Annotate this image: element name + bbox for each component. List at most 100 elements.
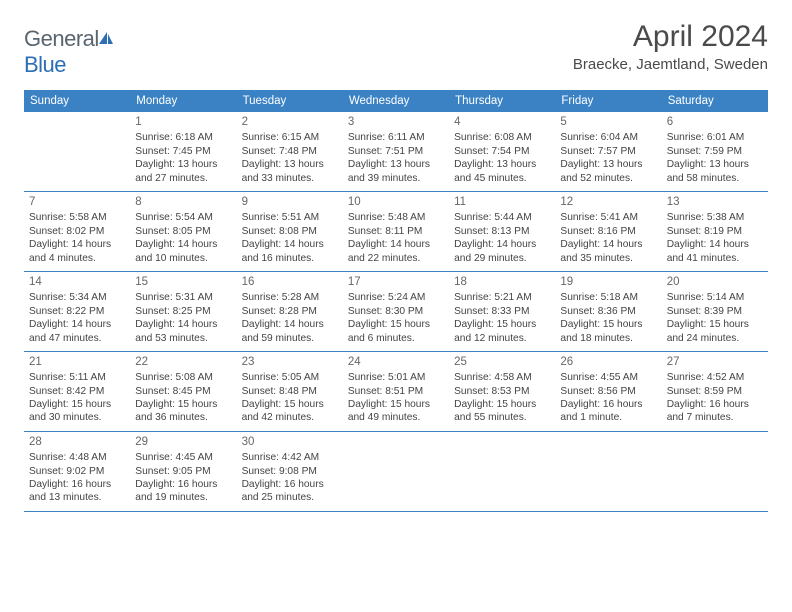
logo-text-blue: Blue bbox=[24, 52, 66, 77]
week-row: 1Sunrise: 6:18 AMSunset: 7:45 PMDaylight… bbox=[24, 112, 768, 192]
day-number: 12 bbox=[560, 195, 656, 210]
weekday-header: Saturday bbox=[662, 90, 768, 112]
daylight-text: Daylight: 15 hours and 24 minutes. bbox=[667, 318, 763, 345]
sunset-text: Sunset: 8:22 PM bbox=[29, 305, 125, 318]
day-cell: 26Sunrise: 4:55 AMSunset: 8:56 PMDayligh… bbox=[555, 352, 661, 431]
sunrise-text: Sunrise: 6:15 AM bbox=[242, 131, 338, 144]
title-block: April 2024 Braecke, Jaemtland, Sweden bbox=[573, 20, 768, 73]
day-cell: 14Sunrise: 5:34 AMSunset: 8:22 PMDayligh… bbox=[24, 272, 130, 351]
sunset-text: Sunset: 9:08 PM bbox=[242, 465, 338, 478]
day-number: 30 bbox=[242, 435, 338, 450]
sunrise-text: Sunrise: 5:24 AM bbox=[348, 291, 444, 304]
sunset-text: Sunset: 8:42 PM bbox=[29, 385, 125, 398]
sunset-text: Sunset: 8:33 PM bbox=[454, 305, 550, 318]
day-number: 8 bbox=[135, 195, 231, 210]
sunrise-text: Sunrise: 5:54 AM bbox=[135, 211, 231, 224]
day-number: 28 bbox=[29, 435, 125, 450]
day-cell: 19Sunrise: 5:18 AMSunset: 8:36 PMDayligh… bbox=[555, 272, 661, 351]
sunrise-text: Sunrise: 5:28 AM bbox=[242, 291, 338, 304]
day-cell: 20Sunrise: 5:14 AMSunset: 8:39 PMDayligh… bbox=[662, 272, 768, 351]
day-cell: 13Sunrise: 5:38 AMSunset: 8:19 PMDayligh… bbox=[662, 192, 768, 271]
sunset-text: Sunset: 8:25 PM bbox=[135, 305, 231, 318]
weekday-header: Thursday bbox=[449, 90, 555, 112]
sunset-text: Sunset: 8:05 PM bbox=[135, 225, 231, 238]
day-number: 11 bbox=[454, 195, 550, 210]
sunrise-text: Sunrise: 5:31 AM bbox=[135, 291, 231, 304]
daylight-text: Daylight: 13 hours and 58 minutes. bbox=[667, 158, 763, 185]
sunset-text: Sunset: 8:45 PM bbox=[135, 385, 231, 398]
page: GeneralBlue April 2024 Braecke, Jaemtlan… bbox=[0, 0, 792, 532]
day-number: 3 bbox=[348, 115, 444, 130]
daylight-text: Daylight: 16 hours and 13 minutes. bbox=[29, 478, 125, 505]
sunrise-text: Sunrise: 5:11 AM bbox=[29, 371, 125, 384]
day-cell: 30Sunrise: 4:42 AMSunset: 9:08 PMDayligh… bbox=[237, 432, 343, 511]
day-cell: 4Sunrise: 6:08 AMSunset: 7:54 PMDaylight… bbox=[449, 112, 555, 191]
weekday-header: Tuesday bbox=[237, 90, 343, 112]
sunset-text: Sunset: 7:57 PM bbox=[560, 145, 656, 158]
day-cell: 12Sunrise: 5:41 AMSunset: 8:16 PMDayligh… bbox=[555, 192, 661, 271]
weekday-header: Monday bbox=[130, 90, 236, 112]
sunset-text: Sunset: 8:48 PM bbox=[242, 385, 338, 398]
sail-icon bbox=[97, 26, 115, 52]
sunrise-text: Sunrise: 5:34 AM bbox=[29, 291, 125, 304]
day-number: 19 bbox=[560, 275, 656, 290]
day-cell: 5Sunrise: 6:04 AMSunset: 7:57 PMDaylight… bbox=[555, 112, 661, 191]
sunrise-text: Sunrise: 5:51 AM bbox=[242, 211, 338, 224]
day-cell: 29Sunrise: 4:45 AMSunset: 9:05 PMDayligh… bbox=[130, 432, 236, 511]
sunrise-text: Sunrise: 5:44 AM bbox=[454, 211, 550, 224]
sunrise-text: Sunrise: 6:01 AM bbox=[667, 131, 763, 144]
day-cell: 6Sunrise: 6:01 AMSunset: 7:59 PMDaylight… bbox=[662, 112, 768, 191]
sunset-text: Sunset: 8:11 PM bbox=[348, 225, 444, 238]
daylight-text: Daylight: 14 hours and 16 minutes. bbox=[242, 238, 338, 265]
daylight-text: Daylight: 14 hours and 53 minutes. bbox=[135, 318, 231, 345]
sunset-text: Sunset: 9:02 PM bbox=[29, 465, 125, 478]
sunrise-text: Sunrise: 5:18 AM bbox=[560, 291, 656, 304]
daylight-text: Daylight: 14 hours and 22 minutes. bbox=[348, 238, 444, 265]
sunrise-text: Sunrise: 5:41 AM bbox=[560, 211, 656, 224]
day-number: 4 bbox=[454, 115, 550, 130]
sunset-text: Sunset: 7:51 PM bbox=[348, 145, 444, 158]
sunset-text: Sunset: 8:16 PM bbox=[560, 225, 656, 238]
day-cell: 21Sunrise: 5:11 AMSunset: 8:42 PMDayligh… bbox=[24, 352, 130, 431]
daylight-text: Daylight: 15 hours and 18 minutes. bbox=[560, 318, 656, 345]
day-cell: 24Sunrise: 5:01 AMSunset: 8:51 PMDayligh… bbox=[343, 352, 449, 431]
weekday-header: Sunday bbox=[24, 90, 130, 112]
sunrise-text: Sunrise: 5:38 AM bbox=[667, 211, 763, 224]
day-number: 14 bbox=[29, 275, 125, 290]
daylight-text: Daylight: 13 hours and 52 minutes. bbox=[560, 158, 656, 185]
sunrise-text: Sunrise: 5:08 AM bbox=[135, 371, 231, 384]
day-number: 22 bbox=[135, 355, 231, 370]
daylight-text: Daylight: 14 hours and 10 minutes. bbox=[135, 238, 231, 265]
day-cell bbox=[555, 432, 661, 511]
daylight-text: Daylight: 14 hours and 35 minutes. bbox=[560, 238, 656, 265]
header: GeneralBlue April 2024 Braecke, Jaemtlan… bbox=[24, 20, 768, 78]
daylight-text: Daylight: 15 hours and 42 minutes. bbox=[242, 398, 338, 425]
sunset-text: Sunset: 8:30 PM bbox=[348, 305, 444, 318]
daylight-text: Daylight: 13 hours and 45 minutes. bbox=[454, 158, 550, 185]
sunset-text: Sunset: 8:36 PM bbox=[560, 305, 656, 318]
day-cell: 10Sunrise: 5:48 AMSunset: 8:11 PMDayligh… bbox=[343, 192, 449, 271]
sunset-text: Sunset: 8:28 PM bbox=[242, 305, 338, 318]
daylight-text: Daylight: 14 hours and 41 minutes. bbox=[667, 238, 763, 265]
day-cell: 17Sunrise: 5:24 AMSunset: 8:30 PMDayligh… bbox=[343, 272, 449, 351]
sunrise-text: Sunrise: 6:18 AM bbox=[135, 131, 231, 144]
daylight-text: Daylight: 16 hours and 19 minutes. bbox=[135, 478, 231, 505]
day-number: 5 bbox=[560, 115, 656, 130]
week-row: 7Sunrise: 5:58 AMSunset: 8:02 PMDaylight… bbox=[24, 192, 768, 272]
day-number: 17 bbox=[348, 275, 444, 290]
day-cell: 22Sunrise: 5:08 AMSunset: 8:45 PMDayligh… bbox=[130, 352, 236, 431]
sunset-text: Sunset: 7:48 PM bbox=[242, 145, 338, 158]
day-number: 10 bbox=[348, 195, 444, 210]
month-title: April 2024 bbox=[573, 20, 768, 54]
sunset-text: Sunset: 8:51 PM bbox=[348, 385, 444, 398]
daylight-text: Daylight: 15 hours and 36 minutes. bbox=[135, 398, 231, 425]
daylight-text: Daylight: 15 hours and 6 minutes. bbox=[348, 318, 444, 345]
day-number: 26 bbox=[560, 355, 656, 370]
daylight-text: Daylight: 14 hours and 47 minutes. bbox=[29, 318, 125, 345]
day-cell: 7Sunrise: 5:58 AMSunset: 8:02 PMDaylight… bbox=[24, 192, 130, 271]
daylight-text: Daylight: 14 hours and 4 minutes. bbox=[29, 238, 125, 265]
day-cell: 23Sunrise: 5:05 AMSunset: 8:48 PMDayligh… bbox=[237, 352, 343, 431]
day-number: 24 bbox=[348, 355, 444, 370]
weekday-header-row: Sunday Monday Tuesday Wednesday Thursday… bbox=[24, 90, 768, 112]
sunset-text: Sunset: 9:05 PM bbox=[135, 465, 231, 478]
